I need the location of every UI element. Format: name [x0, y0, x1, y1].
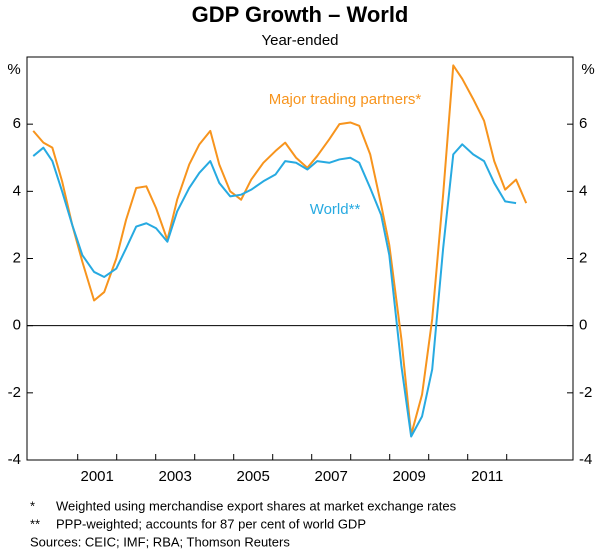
- x-tick-label: 2001: [81, 468, 114, 485]
- x-tick-label: 2005: [237, 468, 270, 485]
- plot-frame: [26, 56, 574, 461]
- y2-tick-label: -2: [579, 384, 592, 401]
- sources: Sources: CEIC; IMF; RBA; Thomson Reuters: [30, 534, 290, 549]
- note-text: Weighted using merchandise export shares…: [56, 498, 457, 513]
- chart-title: GDP Growth – World: [192, 2, 409, 27]
- series-line: [32, 64, 528, 436]
- y2-tick-label: -4: [579, 451, 592, 468]
- y-tick-label: -2: [8, 384, 21, 401]
- note-text: PPP-weighted; accounts for 87 per cent o…: [56, 516, 366, 531]
- x-tick-label: 2011: [471, 468, 503, 485]
- y2-tick-label: 0: [579, 317, 587, 334]
- x-tick-label: 2007: [315, 468, 348, 485]
- y-tick-label: 4: [13, 182, 21, 199]
- y-tick-label: 6: [13, 115, 21, 132]
- chart-subtitle: Year-ended: [261, 32, 338, 49]
- y2-tick-label: 2: [579, 249, 587, 266]
- note-mark: *: [30, 498, 35, 513]
- y-axis-label: %: [7, 61, 20, 78]
- y2-axis-label: %: [581, 61, 594, 78]
- series-label: World**: [310, 201, 361, 218]
- y-tick-label: 2: [13, 249, 21, 266]
- x-tick-label: 2009: [393, 468, 426, 485]
- y2-tick-label: 4: [579, 182, 587, 199]
- y-tick-label: 0: [13, 317, 21, 334]
- series-label: Major trading partners*: [269, 91, 422, 108]
- series-line: [32, 143, 517, 438]
- note-mark: **: [30, 516, 40, 531]
- y-tick-label: -4: [8, 451, 21, 468]
- x-tick-label: 2003: [159, 468, 192, 485]
- y2-tick-label: 6: [579, 115, 587, 132]
